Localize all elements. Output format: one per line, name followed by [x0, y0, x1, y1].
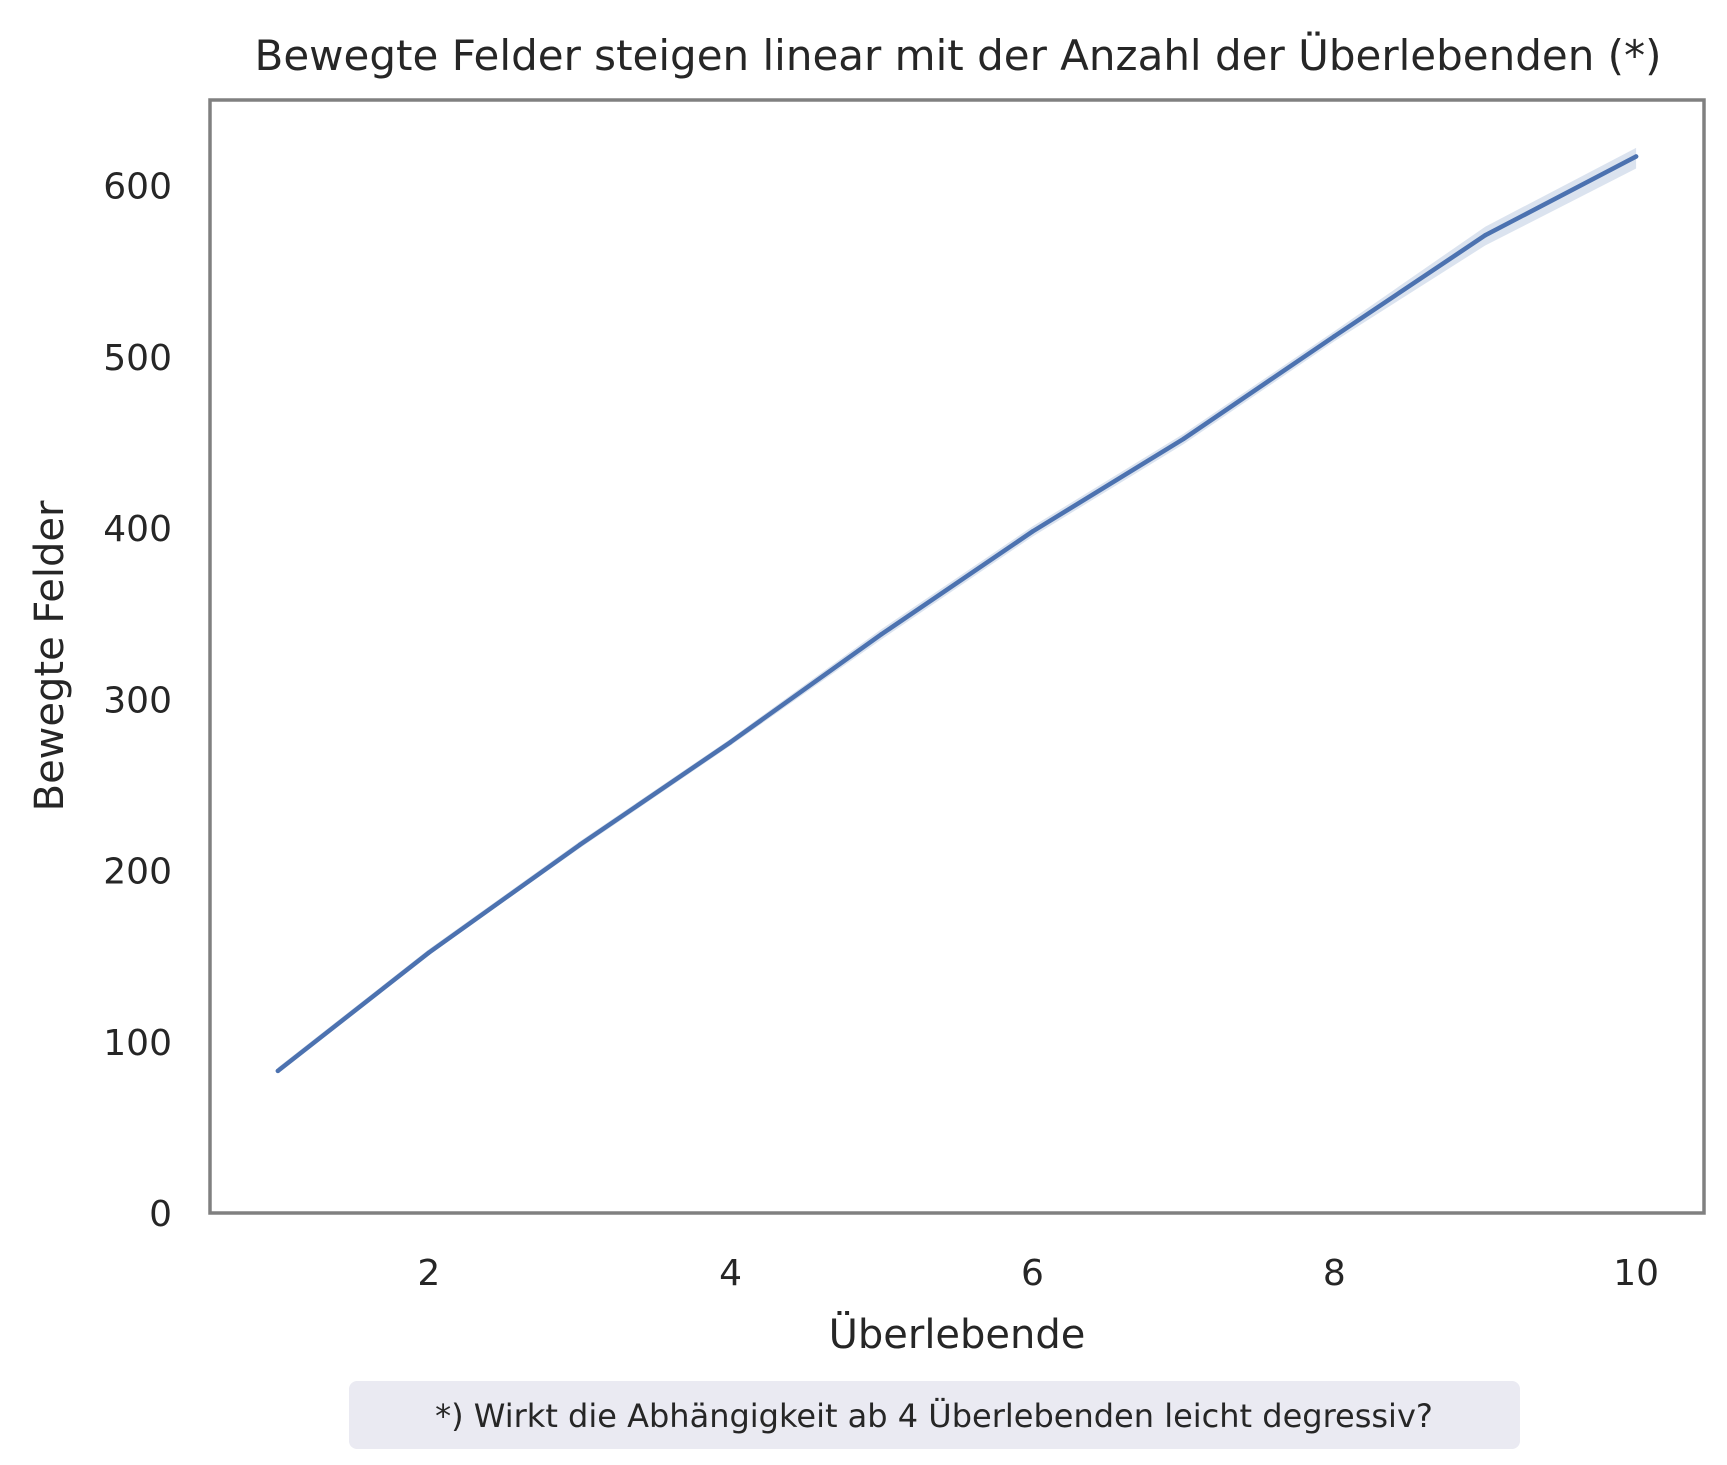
- y-tick-label: 200: [103, 852, 172, 893]
- x-tick-label: 8: [1323, 1253, 1346, 1294]
- y-tick-label: 300: [103, 680, 172, 721]
- footnote-box: [349, 1381, 1520, 1449]
- data-point: [426, 950, 431, 955]
- confidence-band: [277, 147, 1637, 1073]
- series-line: [275, 154, 1639, 1074]
- data-point: [275, 1068, 281, 1074]
- data-point: [1483, 233, 1488, 238]
- data-point: [728, 739, 733, 745]
- y-tick-label: 0: [149, 1194, 172, 1235]
- footnote: *) Wirkt die Abhängigkeit ab 4 Überleben…: [435, 1397, 1433, 1435]
- y-tick-label: 100: [103, 1023, 172, 1064]
- y-tick-label: 600: [103, 167, 172, 208]
- x-tick-label: 4: [719, 1253, 742, 1294]
- y-tick-label: 500: [103, 338, 172, 379]
- x-tick-label: 2: [417, 1253, 440, 1294]
- y-axis-label: Bewegte Felder: [27, 500, 73, 811]
- data-point: [1332, 334, 1337, 339]
- data-point: [577, 842, 582, 848]
- x-axis-label: Überlebende: [829, 1310, 1086, 1358]
- y-tick-label: 400: [103, 509, 172, 550]
- data-point: [1181, 436, 1186, 442]
- data-point: [1633, 154, 1639, 159]
- plot-frame: [208, 98, 1706, 1215]
- chart-title: Bewegte Felder steigen linear mit der An…: [255, 30, 1662, 80]
- x-tick-label: 6: [1021, 1253, 1044, 1294]
- data-point: [879, 632, 884, 637]
- data-point: [1030, 529, 1035, 534]
- x-tick-label: 10: [1613, 1253, 1659, 1294]
